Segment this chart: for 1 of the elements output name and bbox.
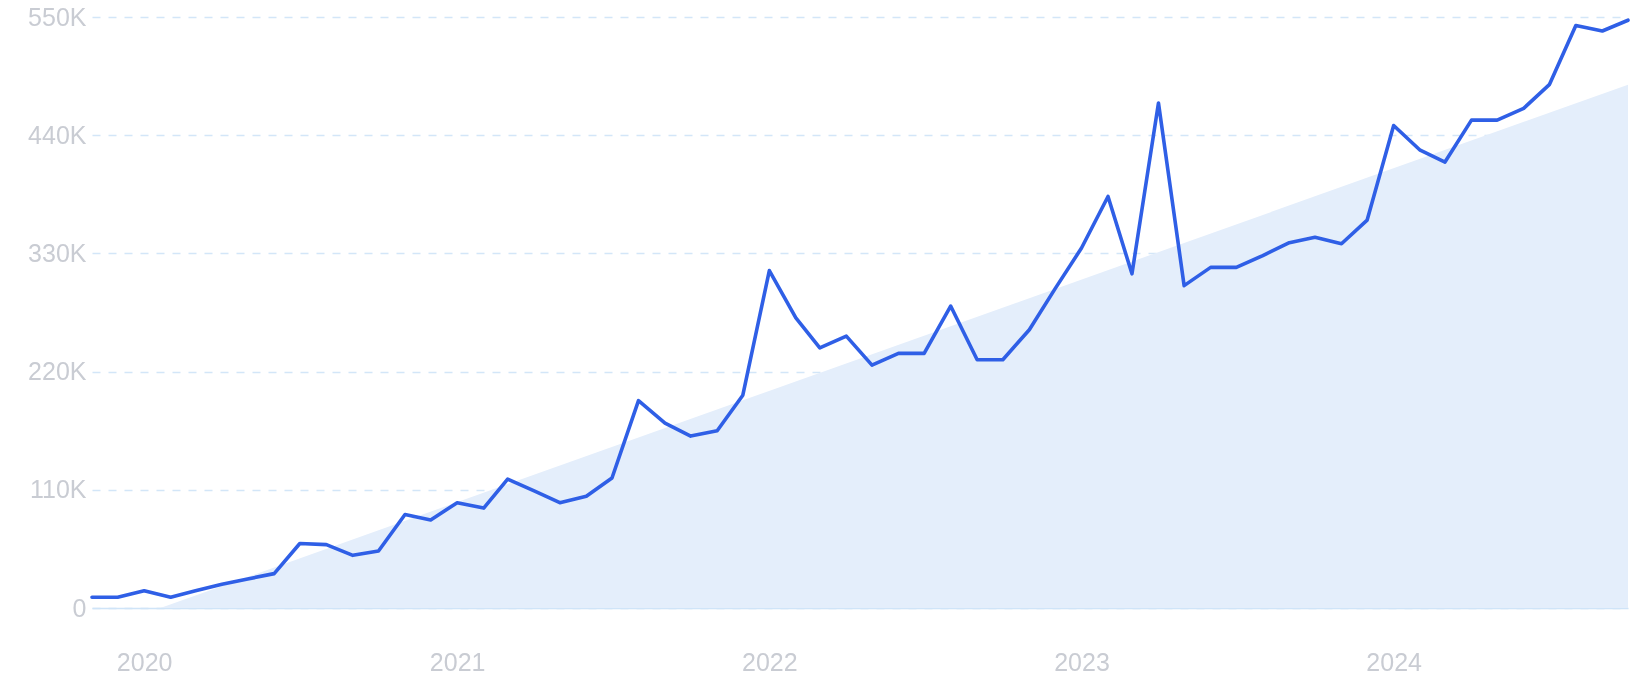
line-series (90, 18, 1630, 600)
